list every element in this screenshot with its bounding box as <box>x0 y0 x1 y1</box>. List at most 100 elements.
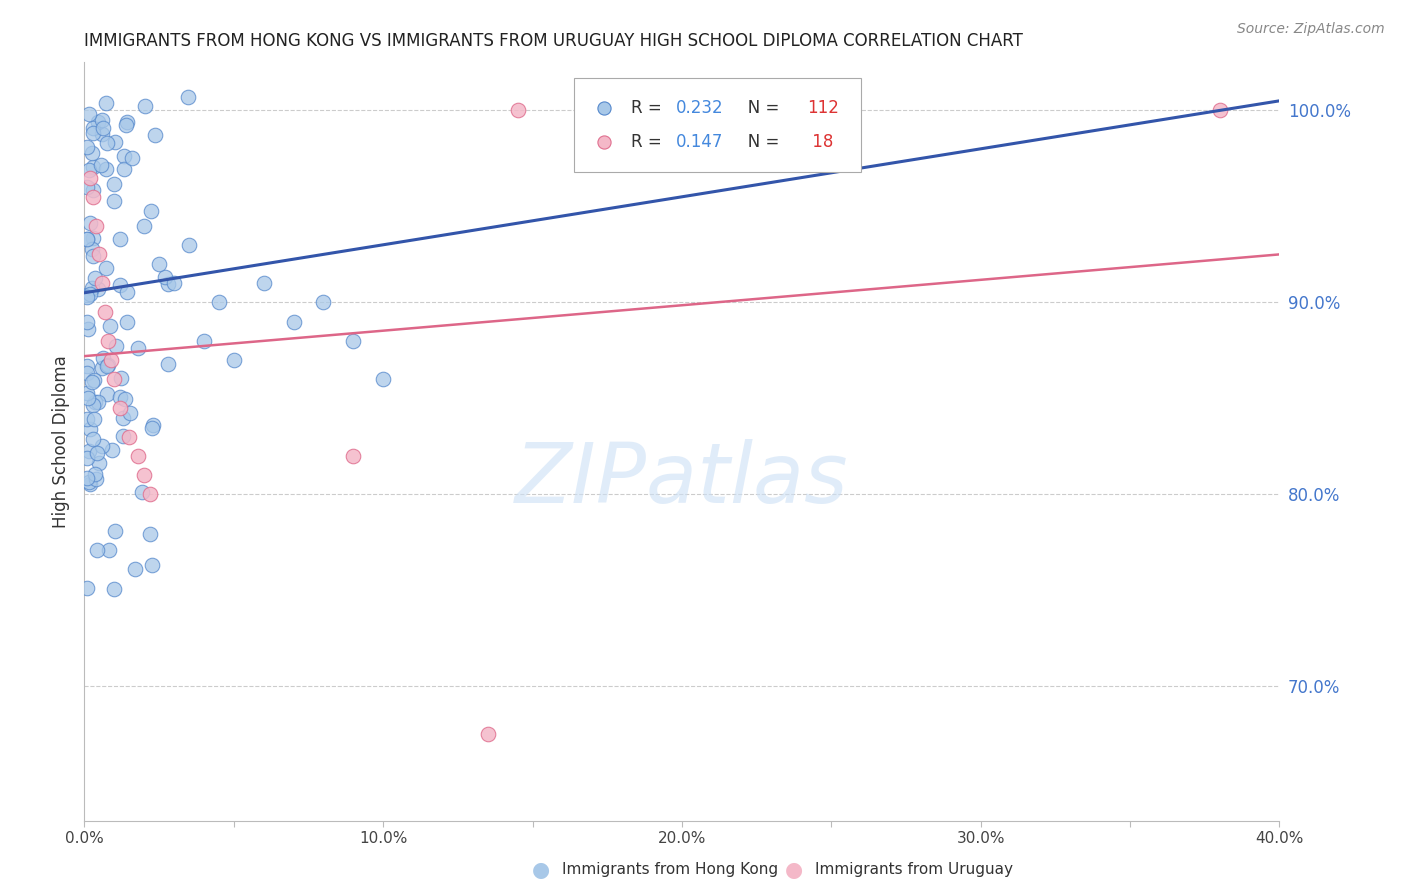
Point <box>115 115 138 129</box>
Point <box>82 126 104 140</box>
Point <box>112 429 135 443</box>
Point <box>108 390 131 404</box>
Point <box>80 242 103 256</box>
Point <box>86 543 108 558</box>
Point <box>118 430 141 444</box>
Point <box>84 395 107 409</box>
Point <box>79 422 101 436</box>
Point <box>83 372 105 386</box>
Point <box>98 319 121 334</box>
Point <box>110 401 132 415</box>
Point <box>77 163 100 178</box>
Point <box>132 468 156 483</box>
Point <box>121 151 143 165</box>
Point <box>124 562 146 576</box>
Point <box>342 449 364 463</box>
Point <box>79 170 101 185</box>
Point <box>97 358 120 372</box>
Point <box>87 282 110 296</box>
Point <box>86 219 108 233</box>
Point <box>82 183 104 197</box>
Point <box>141 420 163 434</box>
Point <box>127 449 149 463</box>
Text: Immigrants from Uruguay: Immigrants from Uruguay <box>815 863 1014 877</box>
Point <box>90 112 112 127</box>
Point <box>96 136 118 150</box>
Point <box>177 237 200 252</box>
Point <box>115 285 138 299</box>
Point <box>76 232 98 246</box>
Point <box>141 203 163 218</box>
Y-axis label: High School Diploma: High School Diploma <box>52 355 70 528</box>
Point <box>104 524 127 538</box>
Point <box>94 95 117 110</box>
Point <box>76 232 98 246</box>
Point <box>141 558 163 572</box>
Point <box>103 372 125 386</box>
Point <box>82 375 104 389</box>
Point <box>312 295 335 310</box>
Point <box>76 359 98 373</box>
Point <box>77 391 100 405</box>
Point <box>86 446 108 460</box>
Text: ●: ● <box>533 860 550 880</box>
Point <box>87 456 110 470</box>
Point <box>1372 305 1395 319</box>
Point <box>84 473 107 487</box>
Text: Immigrants from Hong Kong: Immigrants from Hong Kong <box>562 863 779 877</box>
Text: ZIPatlas: ZIPatlas <box>515 439 849 520</box>
Point <box>127 341 149 355</box>
Point <box>77 107 100 121</box>
Point <box>76 140 98 154</box>
Point <box>96 359 118 373</box>
Point <box>82 231 104 245</box>
Point <box>104 135 127 149</box>
Point <box>90 158 112 172</box>
Point <box>118 406 141 420</box>
Point <box>134 99 156 113</box>
Point <box>163 276 186 290</box>
Point <box>82 249 104 263</box>
Point <box>82 145 104 160</box>
Point <box>84 467 107 481</box>
Point <box>82 398 104 412</box>
Point <box>94 161 117 176</box>
Point <box>76 315 98 329</box>
Point <box>100 353 122 368</box>
Point <box>76 288 98 302</box>
Point <box>82 432 104 446</box>
Point <box>76 412 98 426</box>
Text: N =: N = <box>733 99 785 117</box>
Point <box>208 295 231 310</box>
Point <box>145 128 167 142</box>
Point <box>79 477 101 491</box>
Text: IMMIGRANTS FROM HONG KONG VS IMMIGRANTS FROM URUGUAY HIGH SCHOOL DIPLOMA CORRELA: IMMIGRANTS FROM HONG KONG VS IMMIGRANTS … <box>84 32 1024 50</box>
Point <box>477 727 499 741</box>
Point <box>89 247 111 261</box>
Point <box>177 90 200 104</box>
Point <box>77 475 100 489</box>
Point <box>506 103 529 118</box>
Point <box>91 121 114 136</box>
Point <box>373 372 395 386</box>
Point <box>110 370 132 384</box>
Point <box>91 351 114 366</box>
Point <box>115 118 138 132</box>
Point <box>157 277 180 291</box>
Point <box>103 177 125 191</box>
Point <box>82 160 104 174</box>
Point <box>77 322 100 336</box>
Point <box>80 281 103 295</box>
Point <box>112 161 135 176</box>
Point <box>142 417 165 432</box>
Point <box>253 276 276 290</box>
Point <box>1209 103 1232 118</box>
Point <box>108 278 131 293</box>
FancyBboxPatch shape <box>575 78 862 172</box>
Point <box>112 149 135 163</box>
Point <box>96 387 118 401</box>
Point <box>82 190 104 204</box>
Point <box>94 305 117 319</box>
Text: 0.147: 0.147 <box>676 133 723 151</box>
Point <box>283 315 305 329</box>
